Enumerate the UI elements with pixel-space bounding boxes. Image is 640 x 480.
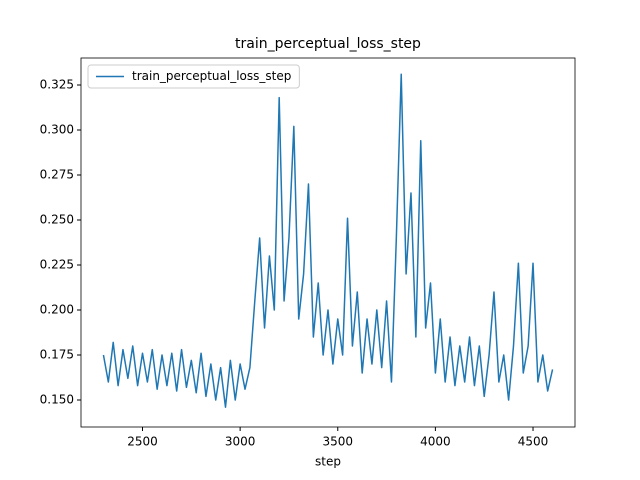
legend-box xyxy=(87,64,300,89)
y-tick-label: 0.275 xyxy=(40,168,74,182)
x-tick-label: 4000 xyxy=(420,435,451,449)
x-tick-label: 4500 xyxy=(518,435,549,449)
x-axis-label: step xyxy=(315,455,341,469)
chart-title: train_perceptual_loss_step xyxy=(235,36,421,52)
x-tick-label: 3000 xyxy=(225,435,256,449)
legend: train_perceptual_loss_step xyxy=(87,64,300,89)
y-tick-label: 0.250 xyxy=(40,213,74,227)
y-tick-label: 0.325 xyxy=(40,78,74,92)
legend-label: train_perceptual_loss_step xyxy=(132,69,291,83)
y-tick-label: 0.200 xyxy=(40,303,74,317)
y-tick-label: 0.175 xyxy=(40,348,74,362)
plot-frame xyxy=(80,57,576,428)
x-tick-label: 2500 xyxy=(127,435,158,449)
data-line xyxy=(102,73,554,408)
x-tick-label: 3500 xyxy=(322,435,353,449)
y-tick-label: 0.150 xyxy=(40,393,74,407)
y-tick-label: 0.225 xyxy=(40,258,74,272)
y-tick-label: 0.300 xyxy=(40,123,74,137)
